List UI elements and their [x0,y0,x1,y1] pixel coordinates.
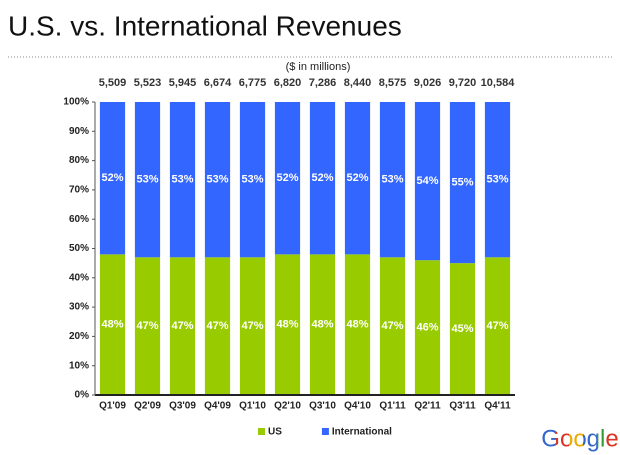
total-label: 7,286 [309,77,337,89]
data-label: 47% [241,320,263,332]
y-tick-label: 70% [69,185,89,196]
bar-segment [379,102,406,258]
bar-segment [484,257,511,395]
bar-segment [239,102,266,258]
bar-segment [204,257,231,395]
x-tick-label: Q4'11 [484,401,511,412]
data-label: 47% [486,320,508,332]
data-label: 47% [381,320,403,332]
bar-segment [449,102,476,264]
y-tick-label: 60% [69,214,89,225]
bar-segment [99,254,126,395]
x-tick-label: Q2'09 [134,401,161,412]
bar-segment [414,260,441,395]
y-tick-label: 90% [69,126,89,137]
data-label: 48% [276,319,298,331]
data-label: 54% [416,175,438,187]
legend-swatch [321,428,329,435]
total-label: 8,440 [344,77,372,89]
data-label: 55% [451,176,473,188]
y-tick-label: 20% [69,331,89,342]
total-label: 9,026 [414,77,442,89]
bar-segment [274,102,301,255]
y-tick-label: 10% [69,360,89,371]
y-tick-label: 0% [75,390,90,401]
bar-segment [99,102,126,255]
bar-segment [344,254,371,395]
x-tick-label: Q2'10 [274,401,301,412]
bar-segment [169,102,196,258]
legend-label: International [332,427,392,438]
data-label: 48% [346,319,368,331]
bar-segment [379,257,406,395]
logo: Google [541,425,618,452]
legend-swatch [258,428,265,435]
data-label: 53% [136,174,158,186]
total-label: 5,509 [99,77,127,89]
bar-segment [449,263,476,395]
data-label: 52% [311,172,333,184]
data-label: 53% [206,174,228,186]
data-label: 52% [346,172,368,184]
x-tick-label: Q3'10 [309,401,336,412]
data-label: 52% [276,172,298,184]
bar-segment [204,102,231,258]
data-label: 47% [171,320,193,332]
x-tick-label: Q1'09 [99,401,126,412]
data-label: 53% [486,174,508,186]
y-tick-label: 80% [69,155,89,166]
x-tick-label: Q4'09 [204,401,231,412]
bar-segment [344,102,371,255]
bar-segment [309,254,336,395]
total-label: 6,820 [274,77,302,89]
total-label: 6,674 [204,77,232,89]
legend-label: US [268,427,282,438]
x-tick-label: Q2'11 [414,401,441,412]
bar-segment [414,102,441,261]
data-label: 53% [381,174,403,186]
total-label: 5,945 [169,77,197,89]
bar-segment [239,257,266,395]
x-tick-label: Q3'09 [169,401,196,412]
total-label: 5,523 [134,77,162,89]
data-label: 46% [416,322,438,334]
total-label: 8,575 [379,77,407,89]
data-label: 53% [241,174,263,186]
chart-title: U.S. vs. International Revenues [8,10,402,41]
x-tick-label: Q1'10 [239,401,266,412]
data-label: 47% [136,320,158,332]
bar-segment [309,102,336,255]
bar-segment [169,257,196,395]
data-label: 48% [101,319,123,331]
total-label: 6,775 [239,77,267,89]
bar-segment [274,254,301,395]
y-tick-label: 30% [69,302,89,313]
data-label: 53% [171,174,193,186]
total-label: 10,584 [481,77,516,89]
bar-segment [134,102,161,258]
bar-segment [134,257,161,395]
total-label: 9,720 [449,77,477,89]
x-tick-label: Q1'11 [379,401,406,412]
data-label: 52% [101,172,123,184]
y-tick-label: 40% [69,272,89,283]
data-label: 47% [206,320,228,332]
y-tick-label: 100% [63,97,89,108]
x-tick-label: Q4'10 [344,401,371,412]
x-tick-label: Q3'11 [449,401,476,412]
data-label: 48% [311,319,333,331]
bar-segment [484,102,511,258]
data-label: 45% [451,323,473,335]
y-tick-label: 50% [69,243,89,254]
subtitle: ($ in millions) [286,61,351,73]
